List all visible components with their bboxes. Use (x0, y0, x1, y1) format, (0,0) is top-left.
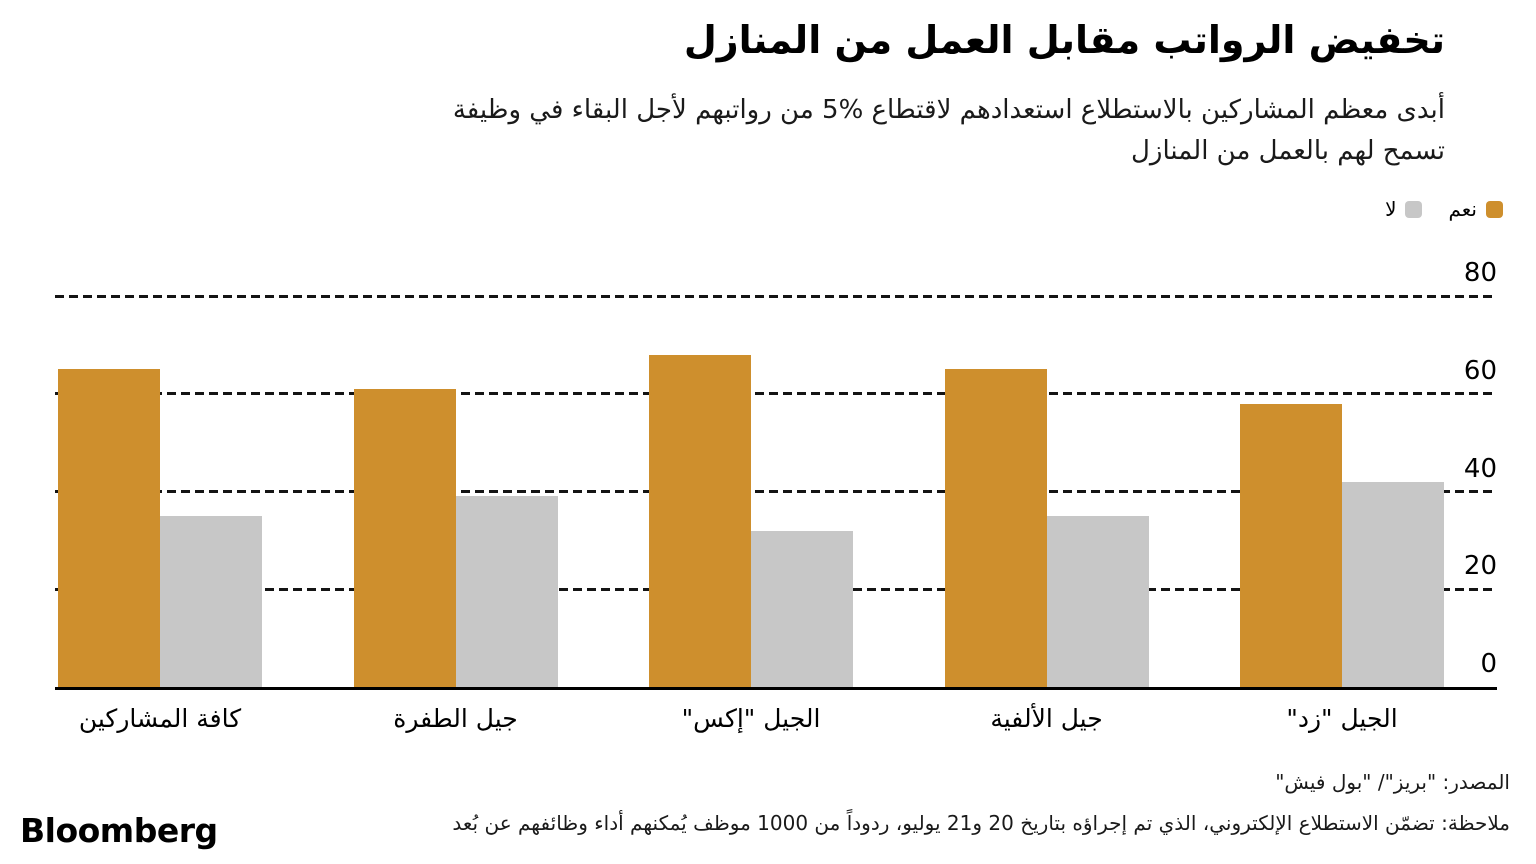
legend-swatch-no (1405, 200, 1423, 218)
bar-no-0 (160, 515, 262, 687)
x-axis-label-1: جيل الطفرة (393, 704, 518, 733)
gridline-60 (55, 392, 1497, 396)
x-axis-labels: كافة المشاركين جيل الطفرة الجيل "إكس" جيل ا… (55, 704, 1497, 746)
bar-no-1 (455, 496, 558, 687)
chart-subtitle-line1: أبدى معظم المشاركين بالاستطلاع استعدادهم… (452, 95, 1445, 125)
y-axis-tick-20: 20 (1463, 551, 1497, 582)
bar-yes-4 (1240, 403, 1342, 687)
y-axis-tick-60: 60 (1463, 355, 1497, 386)
bar-yes-2 (649, 354, 751, 687)
legend-label-no: لا (1385, 197, 1397, 221)
x-axis-label-3: جيل الألفية (990, 704, 1103, 733)
bar-yes-0 (58, 369, 160, 687)
legend-item-yes: نعم (1448, 197, 1503, 221)
bar-chart-plot-area: 0 20 40 60 80 (55, 260, 1497, 690)
legend-item-no: لا (1385, 197, 1423, 221)
chart-title: تخفيض الرواتب مقابل العمل من المنازل (683, 18, 1445, 62)
y-axis-tick-40: 40 (1463, 453, 1497, 484)
y-axis-tick-0: 0 (1480, 649, 1497, 679)
chart-subtitle: أبدى معظم المشاركين بالاستطلاع استعدادهم… (0, 90, 1445, 172)
bar-yes-3 (944, 369, 1047, 687)
x-axis-label-4: الجيل "زد" (1286, 704, 1398, 733)
chart-legend: نعم لا (1385, 197, 1503, 221)
legend-label-yes: نعم (1448, 197, 1477, 221)
legend-swatch-yes (1486, 200, 1503, 218)
bar-no-3 (1046, 515, 1149, 687)
bar-no-4 (1342, 481, 1444, 687)
x-axis-label-0: كافة المشاركين (78, 704, 242, 733)
chart-subtitle-line2: تسمح لهم بالعمل من المنازل (1131, 136, 1445, 166)
source-text: المصدر: "بريز"/ "بول فيش" (1275, 770, 1510, 794)
x-axis-label-2: الجيل "إكس" (681, 704, 821, 733)
note-text: ملاحظة: تضمّن الاستطلاع الإلكتروني، الذي… (452, 811, 1510, 835)
gridline-80 (55, 294, 1497, 298)
bloomberg-logo: Bloomberg (20, 811, 218, 850)
y-axis-tick-80: 80 (1463, 258, 1497, 288)
gridline-40 (55, 490, 1497, 493)
bar-no-2 (751, 530, 853, 687)
bar-yes-1 (353, 388, 456, 687)
